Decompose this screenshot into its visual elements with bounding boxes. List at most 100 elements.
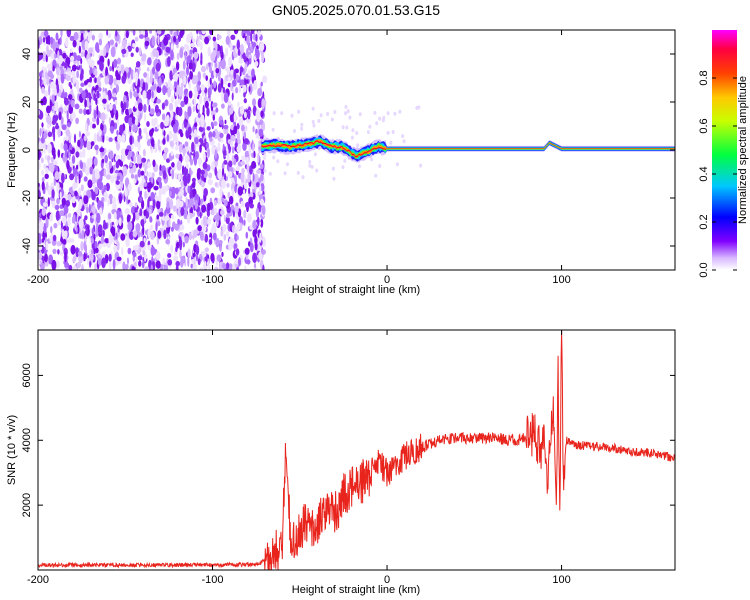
noise-speckle [214,207,218,215]
noise-speckle [195,216,199,225]
noise-speckle [191,177,196,183]
noise-speckle [120,233,126,241]
noise-speckle [244,79,249,84]
noise-speckle [179,224,185,231]
haze-speckle [315,168,319,173]
noise-speckle [235,87,239,94]
noise-speckle [206,217,212,226]
haze-speckle [355,131,359,135]
haze-speckle [276,159,280,164]
haze-speckle [285,162,289,167]
noise-speckle [83,108,87,116]
noise-speckle [212,114,215,121]
snr-line [38,330,675,570]
noise-speckle [89,227,93,233]
noise-speckle [230,42,233,52]
haze-speckle [301,175,305,180]
x-tick-label: 0 [384,574,390,586]
noise-speckle [261,98,265,110]
noise-speckle [42,72,45,78]
noise-speckle [233,112,237,123]
noise-speckle [53,160,58,165]
noise-speckle [175,114,178,120]
noise-speckle [227,100,232,107]
noise-speckle [66,159,70,170]
haze-speckle [343,158,347,163]
noise-speckle [62,230,66,240]
noise-speckle [192,252,196,258]
y-tick-label: 2000 [21,493,33,517]
noise-speckle [77,139,81,147]
noise-speckle [115,42,118,48]
noise-speckle [124,91,129,97]
noise-speckle [81,264,84,270]
noise-speckle [52,83,57,91]
noise-speckle [160,121,165,130]
noise-speckle [84,99,87,108]
noise-speckle [239,79,245,86]
haze-speckle [263,168,267,173]
noise-speckle [85,166,90,176]
noise-speckle [133,155,137,164]
noise-speckle [170,244,174,253]
noise-speckle [199,41,203,51]
noise-speckle [212,130,216,138]
noise-speckle [45,70,48,80]
noise-speckle [115,180,120,185]
noise-speckle [257,216,260,227]
noise-speckle [243,219,246,226]
haze-speckle [401,134,405,139]
noise-speckle [259,163,264,170]
noise-speckle [213,199,217,207]
noise-speckle [113,211,117,220]
noise-speckle [197,103,201,110]
noise-speckle [179,30,184,39]
noise-speckle [108,234,113,245]
noise-speckle [201,204,207,213]
noise-speckle [104,113,108,120]
haze-speckle [312,123,316,128]
noise-speckle [218,240,223,245]
noise-speckle [118,193,122,204]
noise-speckle [211,222,216,234]
noise-speckle [108,260,112,270]
noise-speckle [180,188,184,196]
noise-speckle [261,205,266,216]
noise-speckle [76,70,79,79]
noise-speckle [175,198,181,209]
haze-speckle [297,109,301,114]
noise-speckle [115,220,119,226]
noise-speckle [221,179,226,189]
noise-speckle [136,86,140,94]
noise-speckle [156,200,161,210]
noise-speckle [68,81,72,87]
noise-speckle [87,179,93,189]
noise-speckle [114,122,118,130]
noise-speckle [243,98,247,104]
noise-speckle [66,30,72,38]
noise-speckle [174,172,178,180]
noise-speckle [226,148,229,156]
noise-speckle [215,42,218,52]
noise-speckle [98,129,102,137]
noise-speckle [232,210,235,218]
noise-speckle [255,48,260,60]
noise-speckle [39,127,42,137]
y-tick-label: 20 [21,96,33,108]
noise-speckle [212,232,217,241]
haze-speckle [308,159,312,164]
noise-speckle [260,173,264,182]
noise-speckle [72,39,77,48]
noise-speckle [187,256,190,267]
noise-speckle [192,262,197,270]
noise-speckle [261,236,266,248]
x-tick-label: 100 [552,574,570,586]
noise-speckle [217,34,222,40]
y-tick-label: 40 [21,48,33,60]
haze-speckle [381,118,385,123]
x-tick-label: -100 [202,574,224,586]
noise-speckle [85,131,91,137]
noise-speckle [239,222,243,231]
noise-speckle [96,178,102,189]
noise-speckle [133,91,139,98]
